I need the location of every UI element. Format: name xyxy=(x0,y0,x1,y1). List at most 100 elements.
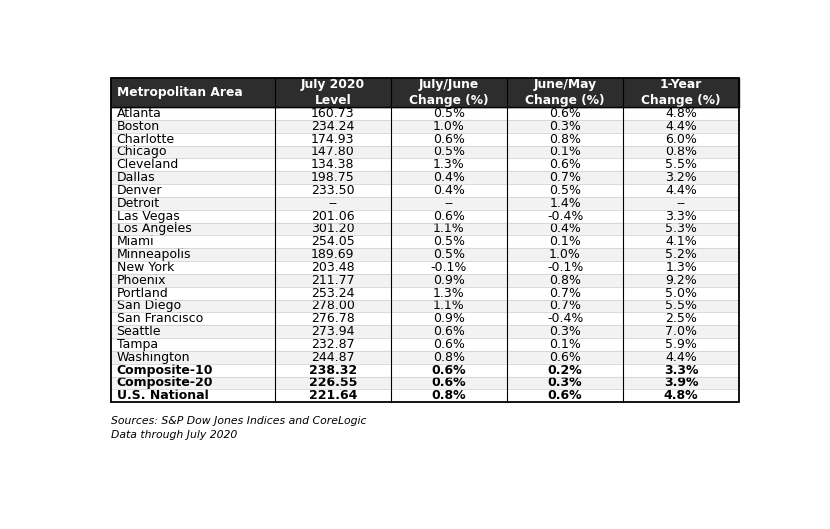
Text: 0.7%: 0.7% xyxy=(549,287,581,299)
Text: 5.9%: 5.9% xyxy=(666,338,697,351)
Text: 1.0%: 1.0% xyxy=(433,120,465,133)
Text: 3.2%: 3.2% xyxy=(666,171,697,184)
Text: July/June
Change (%): July/June Change (%) xyxy=(409,78,489,107)
Text: --: -- xyxy=(676,197,686,210)
Bar xyxy=(111,120,740,133)
Text: 0.6%: 0.6% xyxy=(549,158,581,171)
Text: 276.78: 276.78 xyxy=(311,312,354,325)
Text: Composite-10: Composite-10 xyxy=(116,363,213,377)
Text: 0.6%: 0.6% xyxy=(433,338,465,351)
Text: 1.1%: 1.1% xyxy=(433,299,465,313)
Text: June/May
Change (%): June/May Change (%) xyxy=(525,78,605,107)
Text: 1.3%: 1.3% xyxy=(433,158,465,171)
Text: Portland: Portland xyxy=(116,287,168,299)
Text: 0.2%: 0.2% xyxy=(548,363,583,377)
Text: 226.55: 226.55 xyxy=(309,377,357,389)
Text: 1.1%: 1.1% xyxy=(433,223,465,235)
Text: Composite-20: Composite-20 xyxy=(116,377,213,389)
Text: --: -- xyxy=(329,197,337,210)
Text: 1.0%: 1.0% xyxy=(549,248,581,261)
Bar xyxy=(111,299,740,312)
Text: 238.32: 238.32 xyxy=(309,363,357,377)
Text: 234.24: 234.24 xyxy=(311,120,354,133)
Text: 254.05: 254.05 xyxy=(311,235,354,248)
Bar xyxy=(111,287,740,299)
Bar xyxy=(111,338,740,351)
Text: Washington: Washington xyxy=(116,351,190,364)
Text: Phoenix: Phoenix xyxy=(116,274,166,287)
Text: --: -- xyxy=(444,197,453,210)
Text: Tampa: Tampa xyxy=(116,338,158,351)
Text: 273.94: 273.94 xyxy=(311,325,354,338)
Text: 7.0%: 7.0% xyxy=(665,325,697,338)
Text: 174.93: 174.93 xyxy=(311,133,354,145)
Text: 1.3%: 1.3% xyxy=(666,261,697,274)
Text: 5.5%: 5.5% xyxy=(665,299,697,313)
Text: 5.0%: 5.0% xyxy=(665,287,697,299)
Text: 134.38: 134.38 xyxy=(311,158,354,171)
Text: 0.3%: 0.3% xyxy=(549,325,581,338)
Text: -0.4%: -0.4% xyxy=(547,312,583,325)
Bar xyxy=(111,389,740,402)
Text: Seattle: Seattle xyxy=(116,325,161,338)
Text: 301.20: 301.20 xyxy=(311,223,354,235)
Text: Atlanta: Atlanta xyxy=(116,107,162,120)
Text: 4.4%: 4.4% xyxy=(666,120,697,133)
Text: 0.5%: 0.5% xyxy=(549,184,581,197)
Text: 3.3%: 3.3% xyxy=(666,209,697,223)
Text: July 2020
Level: July 2020 Level xyxy=(300,78,365,107)
Text: Boston: Boston xyxy=(116,120,159,133)
Text: 147.80: 147.80 xyxy=(311,145,354,159)
Text: 0.3%: 0.3% xyxy=(549,120,581,133)
Text: Chicago: Chicago xyxy=(116,145,167,159)
Text: 9.2%: 9.2% xyxy=(666,274,697,287)
Text: 2.5%: 2.5% xyxy=(666,312,697,325)
Text: Minneapolis: Minneapolis xyxy=(116,248,191,261)
Bar xyxy=(111,145,740,158)
Text: Las Vegas: Las Vegas xyxy=(116,209,179,223)
Bar xyxy=(111,223,740,235)
Text: 0.1%: 0.1% xyxy=(549,235,581,248)
Text: Los Angeles: Los Angeles xyxy=(116,223,192,235)
Text: 0.5%: 0.5% xyxy=(433,248,465,261)
Text: 3.3%: 3.3% xyxy=(664,363,699,377)
Text: 1-Year
Change (%): 1-Year Change (%) xyxy=(642,78,721,107)
Text: 0.8%: 0.8% xyxy=(549,274,581,287)
Text: 0.3%: 0.3% xyxy=(548,377,583,389)
Text: 244.87: 244.87 xyxy=(311,351,354,364)
Text: 4.4%: 4.4% xyxy=(666,184,697,197)
Text: 160.73: 160.73 xyxy=(311,107,354,120)
Text: 201.06: 201.06 xyxy=(311,209,354,223)
Text: 0.9%: 0.9% xyxy=(433,312,465,325)
Text: Charlotte: Charlotte xyxy=(116,133,175,145)
Text: 0.8%: 0.8% xyxy=(433,351,465,364)
Text: U.S. National: U.S. National xyxy=(116,389,208,402)
Text: 198.75: 198.75 xyxy=(311,171,354,184)
Text: -0.1%: -0.1% xyxy=(547,261,583,274)
Text: 4.8%: 4.8% xyxy=(666,107,697,120)
Bar xyxy=(111,78,740,107)
Text: 278.00: 278.00 xyxy=(311,299,354,313)
Bar xyxy=(111,184,740,197)
Bar xyxy=(111,274,740,287)
Bar xyxy=(111,235,740,248)
Text: Cleveland: Cleveland xyxy=(116,158,179,171)
Text: 6.0%: 6.0% xyxy=(666,133,697,145)
Text: 1.3%: 1.3% xyxy=(433,287,465,299)
Text: Sources: S&P Dow Jones Indices and CoreLogic
Data through July 2020: Sources: S&P Dow Jones Indices and CoreL… xyxy=(111,416,367,441)
Bar xyxy=(111,351,740,363)
Text: San Diego: San Diego xyxy=(116,299,181,313)
Text: Detroit: Detroit xyxy=(116,197,159,210)
Text: New York: New York xyxy=(116,261,174,274)
Text: 0.6%: 0.6% xyxy=(549,107,581,120)
Text: 0.8%: 0.8% xyxy=(549,133,581,145)
Text: 0.6%: 0.6% xyxy=(433,133,465,145)
Text: 3.9%: 3.9% xyxy=(664,377,699,389)
Bar xyxy=(111,377,740,389)
Text: 0.4%: 0.4% xyxy=(549,223,581,235)
Text: 203.48: 203.48 xyxy=(311,261,354,274)
Text: 0.8%: 0.8% xyxy=(432,389,466,402)
Bar xyxy=(111,158,740,171)
Text: 0.6%: 0.6% xyxy=(432,363,466,377)
Bar xyxy=(111,107,740,120)
